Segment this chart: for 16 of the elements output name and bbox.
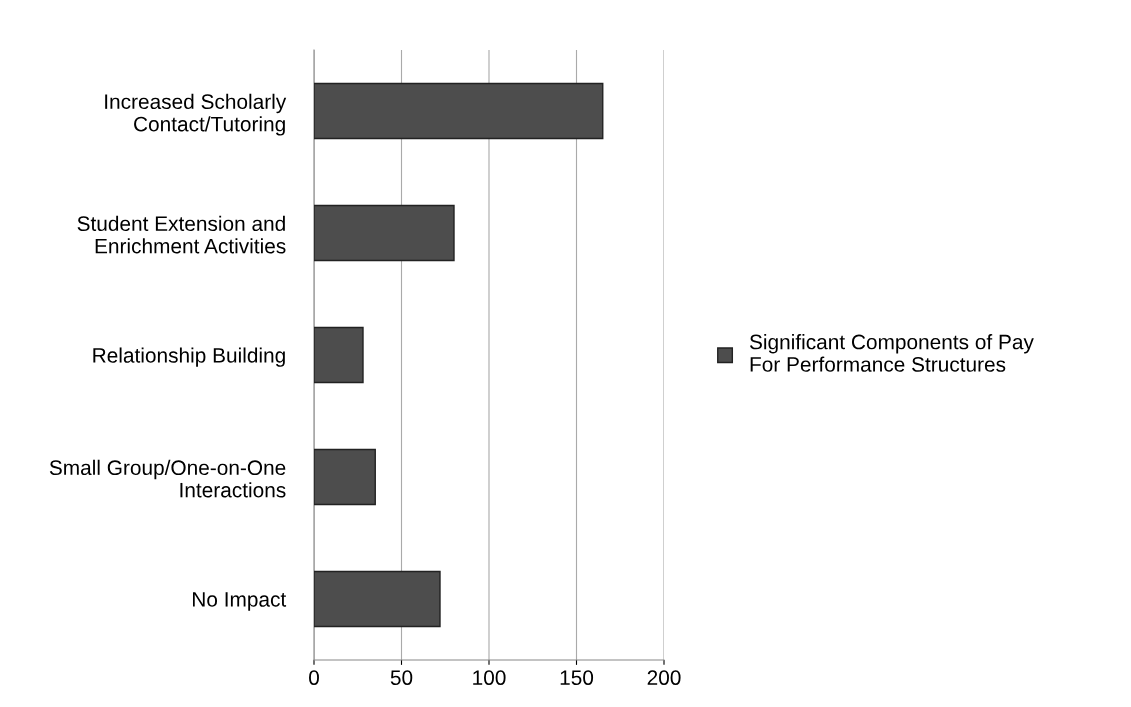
y-tick-label: Small Group/One-on-One Interactions	[49, 459, 286, 498]
legend-label: Significant Components of Pay For Performance Structures	[749, 334, 1034, 372]
bar	[314, 82, 604, 140]
bar	[314, 326, 364, 384]
x-tick-label: 200	[647, 670, 681, 686]
x-tick-label: 100	[473, 670, 506, 686]
y-tick-label: Student Extension and Enrichment Activities	[77, 215, 286, 254]
x-tick-label: 50	[390, 670, 413, 686]
x-tick-label: 150	[560, 670, 594, 686]
x-tick-label: 0	[309, 670, 319, 686]
y-tick-label: No Impact	[193, 592, 287, 611]
bar	[314, 448, 376, 506]
y-tick-label: Relationship Building	[93, 347, 285, 367]
bar	[314, 204, 455, 262]
bar	[314, 570, 441, 628]
y-tick-label: Increased Scholarly Contact/Tutoring	[105, 93, 287, 136]
